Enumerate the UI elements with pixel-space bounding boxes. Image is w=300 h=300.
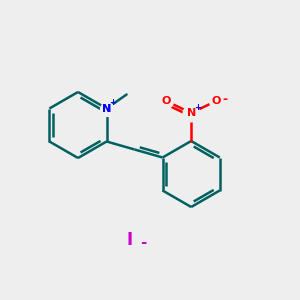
Text: I: I [127,231,133,249]
Text: O: O [212,96,221,106]
Text: -: - [223,92,228,106]
Text: +: + [109,98,116,107]
Text: N: N [102,103,111,113]
Text: +: + [194,103,201,112]
Text: O: O [161,96,171,106]
Text: N: N [187,108,196,118]
Text: N: N [102,103,111,113]
Text: -: - [140,235,146,250]
